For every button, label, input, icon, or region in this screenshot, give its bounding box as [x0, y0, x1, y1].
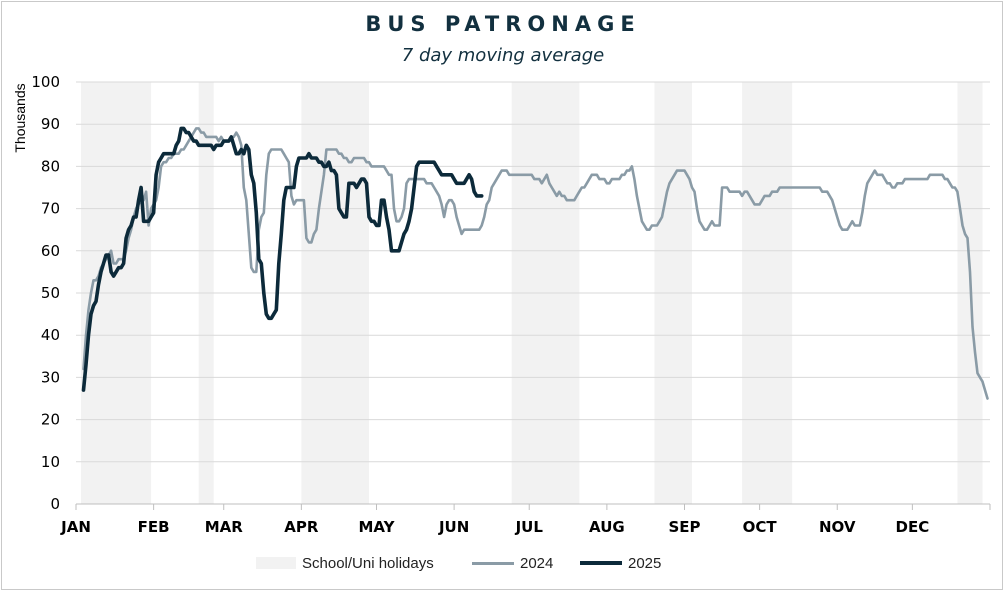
y-axis-label: Thousands — [12, 83, 28, 152]
y-tick-label-0: 0 — [50, 495, 60, 513]
y-tick-label-10: 10 — [41, 453, 60, 471]
legend-item-holidays: School/Uni holidays — [256, 552, 434, 574]
x-tick-label-feb: FEB — [138, 518, 170, 536]
chart-title: BUS PATRONAGE — [365, 12, 641, 36]
legend-label-2025: 2025 — [628, 554, 662, 572]
x-tick-label-sep: SEP — [668, 518, 700, 536]
legend-swatch-2025 — [580, 561, 622, 565]
x-tick-label-dec: DEC — [896, 518, 930, 536]
tick-labels-layer: 0 10 20 30 40 50 60 70 80 90 100 JAN FEB MAR APR MAY JUN… — [31, 73, 929, 536]
x-tick-label-may: MAY — [359, 518, 396, 536]
x-tick-label-jul: JUL — [515, 518, 544, 536]
x-tick-label-jun: JUN — [438, 518, 469, 536]
x-tick-label-oct: OCT — [743, 518, 778, 536]
y-tick-label-80: 80 — [41, 157, 60, 175]
y-tick-label-60: 60 — [41, 242, 60, 260]
holiday-shading-layer — [81, 82, 983, 504]
legend-swatch-2024 — [472, 561, 514, 565]
legend: School/Uni holidays 2024 2025 — [0, 552, 1006, 574]
x-tick-label-apr: APR — [284, 518, 319, 536]
series-line-2025 — [81, 126, 484, 392]
y-tick-label-70: 70 — [41, 200, 60, 218]
y-tick-label-50: 50 — [41, 284, 60, 302]
legend-swatch-holidays — [256, 557, 296, 569]
legend-item-2025: 2025 — [580, 552, 661, 574]
legend-label-2024: 2024 — [520, 554, 554, 572]
legend-label-holidays: School/Uni holidays — [302, 554, 434, 572]
x-tick-label-aug: AUG — [589, 518, 625, 536]
legend-item-2024: 2024 — [472, 552, 553, 574]
y-tick-label-30: 30 — [41, 368, 60, 386]
axes-layer — [75, 503, 991, 510]
series-line-2024 — [82, 127, 989, 400]
series-layer — [81, 126, 989, 400]
x-tick-label-nov: NOV — [819, 518, 856, 536]
x-tick-label-jan: JAN — [60, 518, 91, 536]
y-tick-label-90: 90 — [41, 115, 60, 133]
y-tick-label-40: 40 — [41, 326, 60, 344]
y-tick-label-20: 20 — [41, 411, 60, 429]
x-tick-label-mar: MAR — [205, 518, 244, 536]
gridlines-layer — [76, 81, 990, 463]
y-tick-label-100: 100 — [31, 73, 60, 91]
chart-subtitle: 7 day moving average — [401, 45, 605, 66]
